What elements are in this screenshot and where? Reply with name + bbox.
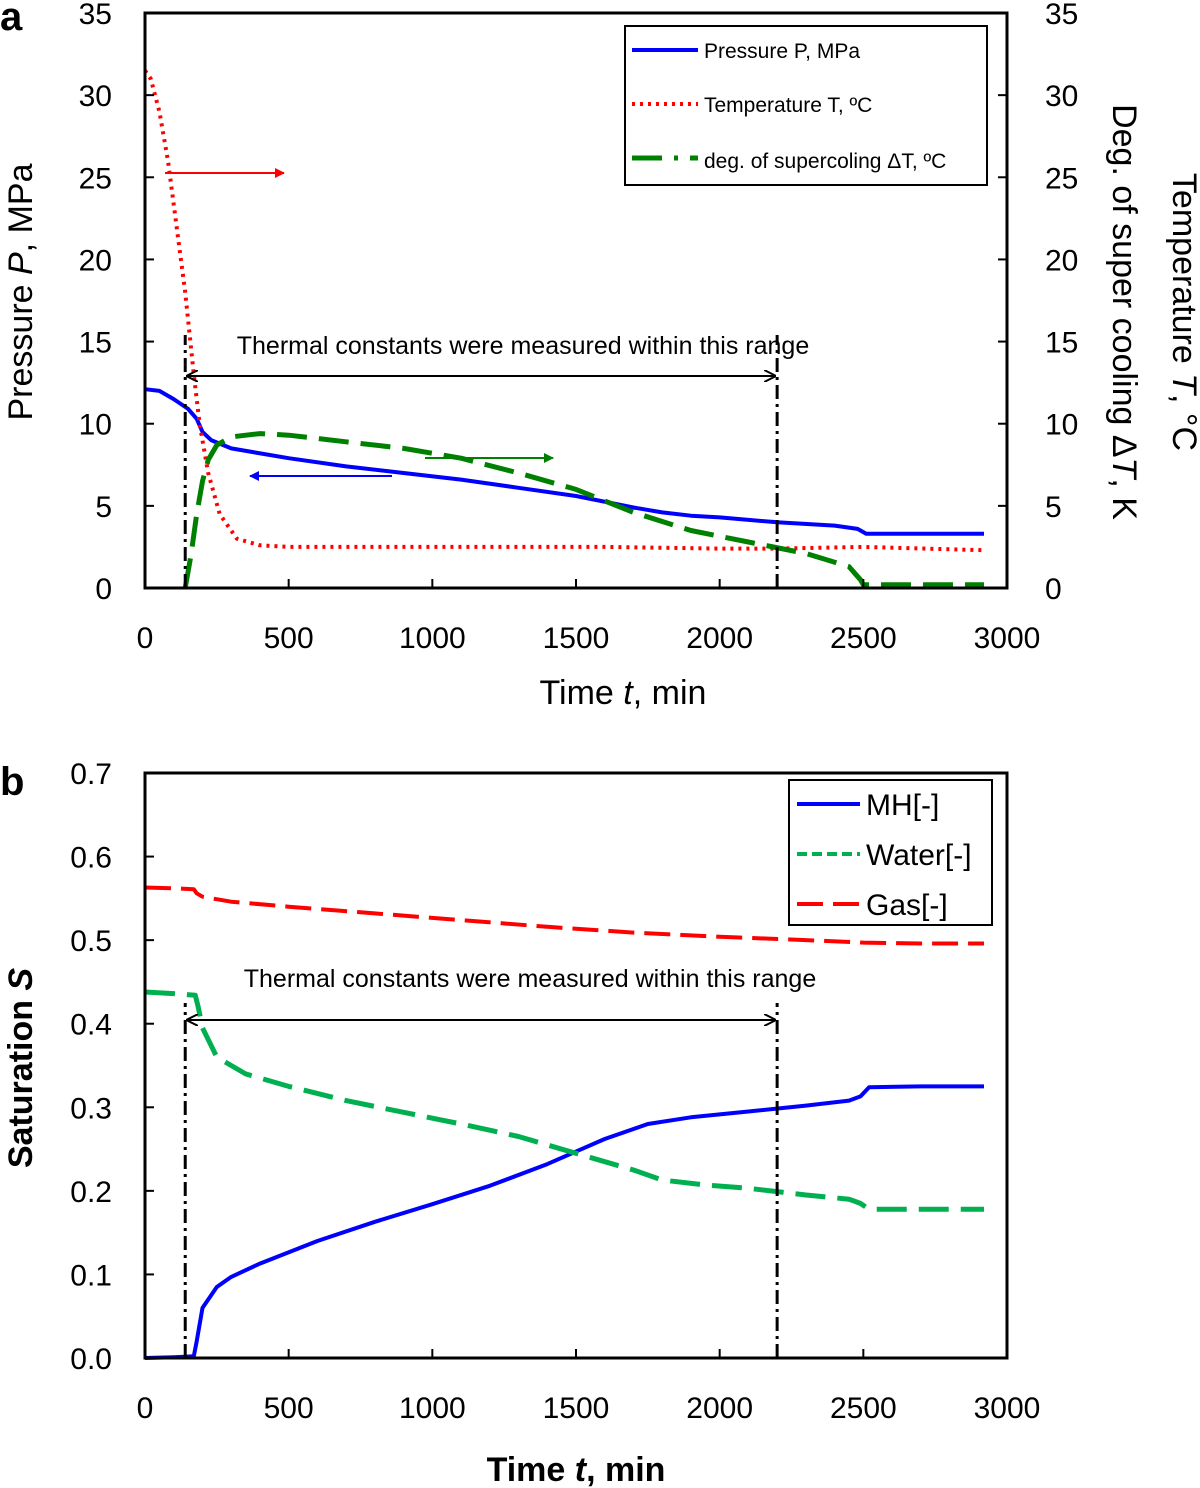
legend-label-water: Water[-] (866, 839, 972, 872)
y-right-tick-label: 35 (1045, 0, 1078, 31)
legend-label-temperature: Temperature T, ºC (704, 94, 872, 117)
panel-a-annotation: Thermal constants were measured within t… (237, 332, 810, 360)
y-tick-label: 0.0 (70, 1343, 112, 1376)
y-tick-label: 15 (79, 327, 112, 360)
y-right-tick-label: 15 (1045, 327, 1078, 360)
x-tick-label: 500 (264, 1392, 314, 1425)
legend-label-gas: Gas[-] (866, 889, 948, 922)
series-line-temperature-t-c (143, 69, 985, 553)
y-tick-label: 10 (79, 409, 112, 442)
y-tick-label: 0.6 (70, 842, 112, 875)
panel-b-annotation: Thermal constants were measured within t… (244, 965, 817, 993)
y-right-tick-label: 0 (1045, 573, 1062, 606)
panel-a-range (183, 335, 779, 588)
x-tick-label: 1000 (399, 622, 466, 655)
y-right-tick-label: 20 (1045, 244, 1078, 277)
y-tick-label: 0 (95, 573, 112, 606)
x-tick-label: 1000 (399, 1392, 466, 1425)
x-tick-label: 1500 (543, 1392, 610, 1425)
panel-a-legend: Pressure P, MPa Temperature T, ºC deg. o… (624, 25, 988, 186)
y-tick-label: 25 (79, 162, 112, 195)
y-right-tick-label: 10 (1045, 409, 1078, 442)
y-tick-label: 0.3 (70, 1092, 112, 1125)
x-tick-label: 0 (137, 1392, 154, 1425)
panel-a-plot (143, 69, 985, 589)
x-tick-label: 0 (137, 622, 154, 655)
y-tick-label: 0.2 (70, 1176, 112, 1209)
series-line-water (144, 989, 984, 1212)
y-right-tick-label: 25 (1045, 162, 1078, 195)
x-tick-label: 3000 (974, 622, 1041, 655)
y-tick-label: 5 (95, 491, 112, 524)
panel-b-ylabel: Saturation S (2, 968, 40, 1169)
panel-letter-a: a (0, 0, 23, 39)
panel-b-plot (144, 885, 984, 1360)
panel-a-axes: 0 500 1000 1500 2000 2500 30000510152025303505… (79, 0, 1079, 655)
panel-a-ylabel-right-inner: Deg. of super cooling ΔT, K (1105, 104, 1143, 520)
panel-b-xlabel: Time t, min (487, 1451, 666, 1488)
legend-label-mh: MH[-] (866, 789, 939, 822)
y-tick-label: 0.4 (70, 1009, 112, 1042)
series-line-mh (144, 1084, 984, 1360)
x-tick-label: 2000 (686, 622, 753, 655)
x-tick-label: 1500 (543, 622, 610, 655)
series-line-deg-of-supercoling-t-c (182, 431, 984, 589)
x-tick-label: 2500 (830, 622, 897, 655)
x-tick-label: 500 (264, 622, 314, 655)
panel-a: a 0 500 1000 1500 2000 2500 300005101520253035… (0, 0, 1200, 712)
panel-b-legend: MH[-] Water[-] Gas[-] (788, 779, 993, 926)
y-tick-label: 0.1 (70, 1259, 112, 1292)
y-right-tick-label: 30 (1045, 80, 1078, 113)
legend-label-supercooling: deg. of supercoling ΔT, ºC (704, 150, 946, 173)
panel-letter-b: b (0, 760, 24, 804)
x-tick-label: 2000 (686, 1392, 753, 1425)
y-tick-label: 0.5 (70, 925, 112, 958)
panel-b-range (183, 1003, 779, 1358)
legend-label-pressure: Pressure P, MPa (704, 40, 860, 63)
panel-a-ylabel-right-outer: Temperature T, °C (1165, 173, 1200, 451)
panel-a-ylabel-left: Pressure P, MPa (2, 163, 40, 420)
y-right-tick-label: 5 (1045, 491, 1062, 524)
y-tick-label: 30 (79, 80, 112, 113)
panel-b-axes: 0 500 1000 1500 2000 2500 3000 0.0 0.1 0.2 0.3 0.4 0… (70, 758, 1040, 1425)
panel-a-legend-box (624, 25, 988, 186)
x-tick-label: 3000 (974, 1392, 1041, 1425)
panel-b: b 0 500 1000 1500 2000 2500 3000 0.0 0.1 0.2 0.3 0.… (0, 758, 1040, 1488)
x-tick-label: 2500 (830, 1392, 897, 1425)
series-line-pressure-p-mpa (144, 387, 984, 536)
panel-a-xlabel: Time t, min (540, 674, 707, 712)
series-line-gas (144, 885, 984, 946)
y-tick-label: 0.7 (70, 758, 112, 791)
y-tick-label: 20 (79, 244, 112, 277)
y-tick-label: 35 (79, 0, 112, 31)
